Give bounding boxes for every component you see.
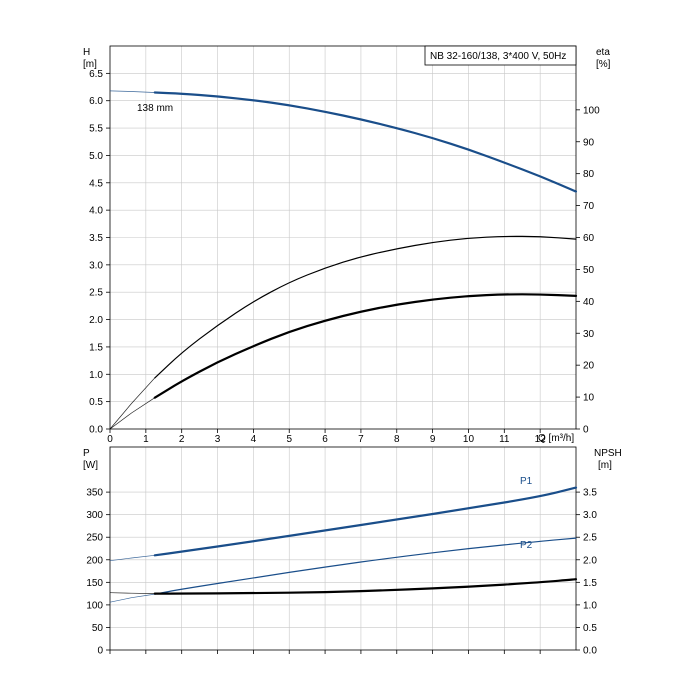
- x-tick-label: 4: [251, 434, 257, 445]
- y-right-tick-label: 1.5: [583, 578, 597, 589]
- y-right-tick-label: 3.5: [583, 488, 597, 499]
- y-right-tick-label: 0.0: [583, 646, 597, 657]
- y-right-tick-label: 10: [583, 393, 595, 404]
- y-right-tick-label: 40: [583, 297, 595, 308]
- y-right-tick-label: 0: [583, 425, 589, 436]
- series-1-extrapolation: [109, 593, 155, 603]
- x-tick-label: 0: [107, 434, 113, 445]
- series-1-curve: [154, 537, 577, 595]
- y-right-tick-label: 50: [583, 265, 595, 276]
- bottom-gridlines: [110, 447, 576, 650]
- y-left-tick-label: 6.5: [89, 69, 103, 80]
- y-right-tick-label: 2.0: [583, 555, 597, 566]
- y-right-tick-label: 100: [583, 105, 600, 116]
- x-tick-label: 11: [499, 434, 510, 445]
- x-tick-label: 3: [215, 434, 221, 445]
- y-left-tick-label: 100: [86, 600, 103, 611]
- series-label-138mm: 138 mm: [137, 103, 173, 114]
- x-tick-label: 10: [463, 434, 475, 445]
- y-left-tick-label: 6.0: [89, 96, 103, 107]
- y-left-tick-label: 4.5: [89, 178, 103, 189]
- x-tick-label: 2: [179, 434, 185, 445]
- y-left-tick-label: 0.5: [89, 397, 103, 408]
- y-left-tick-label: 1.5: [89, 342, 103, 353]
- series-0-curve: [153, 91, 578, 193]
- y-left-tick-label: 2.0: [89, 315, 103, 326]
- y-right-tick-label: 80: [583, 169, 595, 180]
- y-right-tick-label: 20: [583, 361, 595, 372]
- y-left-tick-label: 50: [92, 623, 104, 634]
- y-right-tick-label: 70: [583, 201, 595, 212]
- y-left-tick-label: 5.0: [89, 151, 103, 162]
- series-2-curve: [153, 293, 578, 399]
- y-left-tick-label: 2.5: [89, 288, 103, 299]
- series-0-extrapolation: [109, 554, 155, 562]
- y-left-label-line1: H: [83, 47, 90, 58]
- bottom-tick-labels: 0 50 100 150 200 250 300 350 0.0 0.5 1.0 1.5 2.0 2.5 3…: [86, 488, 597, 657]
- y-left-tick-label: 0.0: [89, 425, 103, 436]
- bottom-series-group: [109, 486, 578, 603]
- npsh-axis-label-line2: [m]: [598, 460, 612, 471]
- top-gridlines: [110, 46, 576, 429]
- x-tick-label: 12: [535, 434, 547, 445]
- y-left-tick-label: 200: [86, 555, 103, 566]
- y-left-tick-label: 5.5: [89, 124, 103, 135]
- legend-box: [424, 45, 577, 66]
- y-left-tick-label: 1.0: [89, 370, 103, 381]
- y-right-label-line1: eta: [596, 47, 610, 58]
- legend-text: NB 32-160/138, 3*400 V, 50Hz: [430, 51, 566, 62]
- series-label-p2: P2: [520, 540, 533, 551]
- x-tick-label: 1: [143, 434, 149, 445]
- series-1-curve: [154, 235, 577, 379]
- y-left-label-line2: [m]: [83, 59, 97, 70]
- series-1-extrapolation: [109, 377, 156, 430]
- y-left-tick-label: 300: [86, 510, 103, 521]
- x-tick-label: 7: [358, 434, 364, 445]
- series-0-curve: [153, 486, 578, 557]
- series-2-curve: [153, 578, 578, 595]
- power-npsh-panel: 0 50 100 150 200 250 300 350 0.0 0.5 1.0 1.5 2.0 2.5 3…: [83, 446, 622, 657]
- y-right-label-line2: [%]: [596, 59, 611, 70]
- y-left-tick-label: 3.5: [89, 233, 103, 244]
- y-left-tick-label: 150: [86, 578, 103, 589]
- y-left-tick-label: 3.0: [89, 260, 103, 271]
- p-axis-label-line2: [W]: [83, 460, 98, 471]
- y-right-tick-label: 3.0: [583, 510, 597, 521]
- y-left-tick-label: 350: [86, 488, 103, 499]
- y-left-tick-label: 0: [97, 646, 103, 657]
- series-label-p1: P1: [520, 476, 533, 487]
- y-right-tick-label: 1.0: [583, 600, 597, 611]
- series-2-extrapolation: [109, 397, 155, 430]
- x-tick-label: 8: [394, 434, 400, 445]
- npsh-axis-label-line1: NPSH: [594, 448, 622, 459]
- y-right-tick-label: 60: [583, 233, 595, 244]
- y-right-tick-label: 30: [583, 329, 595, 340]
- p-axis-label-line1: P: [83, 448, 90, 459]
- y-left-tick-label: 250: [86, 533, 103, 544]
- x-axis-label: Q [m³/h]: [538, 433, 574, 444]
- y-right-tick-label: 90: [583, 137, 595, 148]
- top-series-group: [109, 90, 578, 430]
- x-tick-label: 5: [286, 434, 292, 445]
- series-2-extrapolation: [109, 592, 155, 594]
- top-tick-labels: 0 1 2 3 4 5 6 7 8 9 10 11 120.00.51.01.52.02.53.03.5…: [89, 69, 600, 445]
- series-0-extrapolation: [109, 90, 155, 93]
- x-tick-label: 6: [322, 434, 328, 445]
- head-efficiency-panel: 0 1 2 3 4 5 6 7 8 9 10 11 120.00.51.01.52.02.53.03.5…: [83, 45, 611, 445]
- y-right-tick-label: 2.5: [583, 533, 597, 544]
- y-left-tick-label: 4.0: [89, 206, 103, 217]
- y-right-tick-label: 0.5: [583, 623, 597, 634]
- x-tick-label: 9: [430, 434, 436, 445]
- bottom-plot-frame: [109, 446, 577, 651]
